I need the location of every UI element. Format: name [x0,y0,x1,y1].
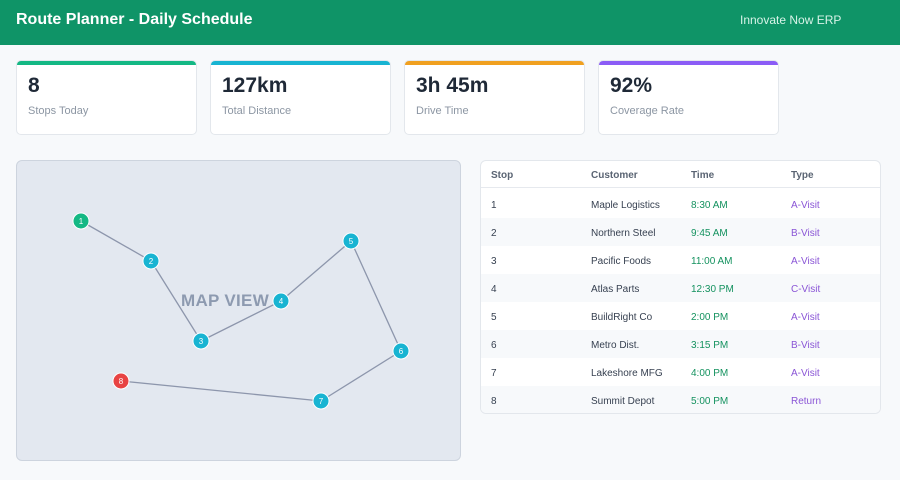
marker-number: 7 [319,397,324,406]
cell-customer: Pacific Foods [591,256,652,267]
stat-value: 8 [28,74,40,97]
route-map[interactable]: MAP VIEW 1 2 3 4 5 6 7 8 [16,160,461,461]
cell-time: 4:00 PM [691,368,729,379]
cell-stop: 4 [491,284,497,295]
top-bar: Route Planner - Daily Schedule Innovate … [0,0,900,45]
cell-time: 5:00 PM [691,396,729,407]
cell-time: 12:30 PM [691,284,734,295]
marker-pin [192,332,210,350]
map-marker-2[interactable]: 2 [142,252,160,270]
cell-stop: 6 [491,340,497,351]
stat-label: Stops Today [28,105,89,117]
map-marker-8[interactable]: 8 [112,372,130,390]
map-marker-3[interactable]: 3 [192,332,210,350]
stat-label: Coverage Rate [610,105,684,117]
cell-customer: Northern Steel [591,228,656,239]
cell-stop: 5 [491,312,497,323]
stat-label: Total Distance [222,105,292,117]
marker-pin [272,292,290,310]
cell-type: B-Visit [791,340,820,351]
route-segment [280,240,352,302]
marker-number: 3 [199,337,204,346]
route-segment [350,240,402,352]
route-segment [200,300,282,342]
route-segment [150,260,202,342]
cell-type: A-Visit [791,256,820,267]
table-row[interactable]: 3 Pacific Foods 11:00 AM A-Visit [481,246,880,274]
marker-pin [142,252,160,270]
route-segment [80,220,152,262]
table-row[interactable]: 5 BuildRight Co 2:00 PM A-Visit [481,302,880,330]
marker-number: 8 [119,377,124,386]
marker-number: 1 [79,217,84,226]
stat-card-distance: 127km Total Distance [210,60,391,135]
stat-card-stops: 8 Stops Today [16,60,197,135]
marker-pin [112,372,130,390]
map-marker-7[interactable]: 7 [312,392,330,410]
cell-type: A-Visit [791,368,820,379]
marker-number: 5 [349,237,354,246]
column-header-stop[interactable]: Stop [491,170,514,181]
column-header-customer[interactable]: Customer [591,170,638,181]
cell-stop: 1 [491,200,497,211]
brand-name: Innovate Now ERP [740,13,842,27]
route-segment [120,380,322,402]
marker-number: 2 [149,257,154,266]
table-row[interactable]: 7 Lakeshore MFG 4:00 PM A-Visit [481,358,880,386]
cell-type: B-Visit [791,228,820,239]
table-row[interactable]: 1 Maple Logistics 8:30 AM A-Visit [481,190,880,218]
map-marker-6[interactable]: 6 [392,342,410,360]
stat-value: 127km [222,74,288,97]
cell-customer: Metro Dist. [591,340,640,351]
table-row[interactable]: 6 Metro Dist. 3:15 PM B-Visit [481,330,880,358]
map-marker-5[interactable]: 5 [342,232,360,250]
stat-accent-bar [211,61,390,65]
cell-stop: 3 [491,256,497,267]
marker-number: 6 [399,347,404,356]
stat-card-coverage: 92% Coverage Rate [598,60,779,135]
table-row[interactable]: 2 Northern Steel 9:45 AM B-Visit [481,218,880,246]
cell-stop: 7 [491,368,497,379]
cell-type: A-Visit [791,200,820,211]
cell-customer: Atlas Parts [591,284,640,295]
table-row[interactable]: 8 Summit Depot 5:00 PM Return [481,386,880,413]
cell-customer: BuildRight Co [591,312,653,323]
schedule-table: Stop Customer Time Type 1 Maple Logistics… [480,160,881,414]
stat-label: Drive Time [416,105,469,117]
map-marker-4[interactable]: 4 [272,292,290,310]
cell-time: 2:00 PM [691,312,729,323]
cell-stop: 2 [491,228,497,239]
table-row[interactable]: 4 Atlas Parts 12:30 PM C-Visit [481,274,880,302]
cell-time: 9:45 AM [691,228,728,239]
column-header-type[interactable]: Type [791,170,814,181]
stat-accent-bar [405,61,584,65]
cell-type: C-Visit [791,284,821,295]
page-title: Route Planner - Daily Schedule [16,11,253,28]
stat-accent-bar [17,61,196,65]
stat-card-drive-time: 3h 45m Drive Time [404,60,585,135]
cell-customer: Summit Depot [591,396,655,407]
stat-value: 3h 45m [416,74,489,97]
cell-customer: Lakeshore MFG [591,368,663,379]
marker-pin [72,212,90,230]
column-header-time[interactable]: Time [691,170,715,181]
stat-accent-bar [599,61,778,65]
cell-customer: Maple Logistics [591,200,660,211]
stat-value: 92% [610,74,653,97]
map-view-label: MAP VIEW [181,291,270,310]
route-map-canvas: 1 2 3 4 5 6 7 8 [72,212,410,410]
cell-type: Return [791,396,822,407]
marker-pin [342,232,360,250]
table-header: Stop Customer Time Type [481,161,880,188]
cell-time: 3:15 PM [691,340,729,351]
marker-number: 4 [279,297,284,306]
cell-time: 11:00 AM [691,256,733,267]
route-segment [320,350,402,402]
marker-pin [312,392,330,410]
cell-time: 8:30 AM [691,200,728,211]
marker-pin [392,342,410,360]
map-marker-1[interactable]: 1 [72,212,90,230]
cell-type: A-Visit [791,312,820,323]
cell-stop: 8 [491,396,497,407]
